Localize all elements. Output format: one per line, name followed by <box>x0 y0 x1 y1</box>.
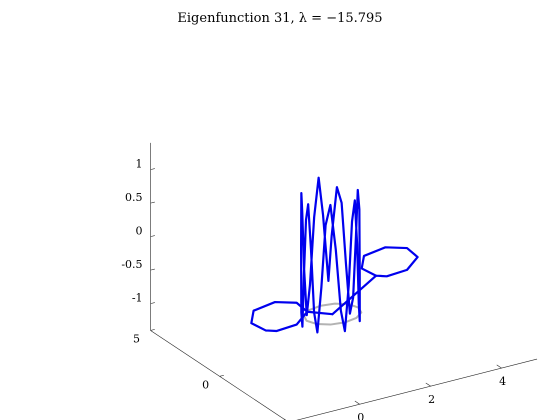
z-tick <box>150 235 155 237</box>
series-left-loop <box>250 300 309 333</box>
z-tick <box>150 302 155 304</box>
y-tick-label: 5 <box>133 332 140 345</box>
chart-title: Eigenfunction 31, λ = −15.795 <box>177 11 383 26</box>
z-tick <box>150 268 155 271</box>
series-ring-function <box>299 176 361 334</box>
x-tick <box>425 382 431 387</box>
z-tick-label: -1 <box>132 292 143 305</box>
z-tick-label: 0 <box>136 225 143 238</box>
x-tick-label: 4 <box>499 375 506 388</box>
series-right-edge <box>331 274 378 316</box>
z-tick <box>150 201 155 204</box>
y-tick <box>219 374 224 377</box>
x-tick-label: 2 <box>428 393 435 406</box>
z-tick-label: 1 <box>136 158 143 171</box>
x-axis-line <box>296 358 538 420</box>
y-tick <box>150 329 155 331</box>
x-tick-label: 0 <box>357 411 364 420</box>
x-tick <box>496 364 502 369</box>
x-tick <box>354 400 360 405</box>
z-tick <box>150 168 155 170</box>
z-tick-label: -0.5 <box>121 258 142 271</box>
series-right-loop <box>360 246 419 278</box>
z-tick-label: 0.5 <box>125 191 143 204</box>
y-tick-label: 0 <box>202 378 209 391</box>
y-axis-line <box>150 330 286 420</box>
